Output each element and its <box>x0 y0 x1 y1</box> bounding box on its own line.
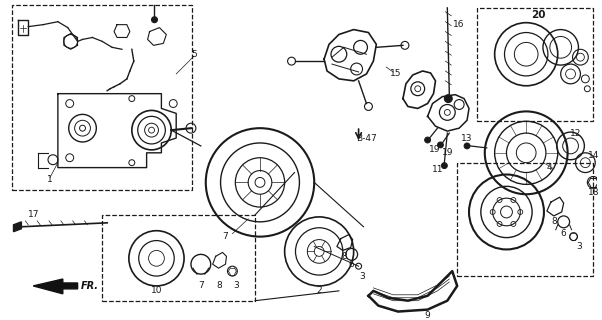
Text: 4: 4 <box>547 163 553 172</box>
Text: B-47: B-47 <box>356 133 377 142</box>
Text: 2: 2 <box>316 286 322 295</box>
Text: 5: 5 <box>191 50 197 59</box>
Polygon shape <box>13 222 22 232</box>
Text: 14: 14 <box>588 151 599 160</box>
Text: 11: 11 <box>432 165 443 174</box>
Text: 1: 1 <box>47 175 53 184</box>
Text: 7: 7 <box>223 232 228 241</box>
Bar <box>457 163 593 276</box>
Text: 13: 13 <box>461 133 473 142</box>
Circle shape <box>464 143 470 149</box>
Text: 3: 3 <box>234 281 239 291</box>
Circle shape <box>444 95 452 102</box>
Text: 3: 3 <box>577 242 582 251</box>
Text: 19: 19 <box>442 148 453 157</box>
Bar <box>102 215 255 301</box>
Text: 10: 10 <box>150 286 162 295</box>
Text: FR.: FR. <box>81 281 99 291</box>
Text: 8: 8 <box>341 252 347 261</box>
Text: 8: 8 <box>217 281 223 291</box>
Text: 7: 7 <box>198 281 203 291</box>
Text: 3: 3 <box>359 272 365 281</box>
Circle shape <box>438 142 444 148</box>
Text: 15: 15 <box>390 69 402 78</box>
Text: 12: 12 <box>570 129 581 138</box>
Text: 16: 16 <box>453 20 465 29</box>
Text: 9: 9 <box>425 311 430 320</box>
Circle shape <box>441 163 447 169</box>
Polygon shape <box>33 279 78 294</box>
Bar <box>11 5 192 190</box>
Text: 19: 19 <box>429 145 440 154</box>
Bar <box>477 8 593 121</box>
Text: 18: 18 <box>588 188 599 197</box>
Circle shape <box>424 137 430 143</box>
Text: 8: 8 <box>551 217 557 226</box>
Text: 20: 20 <box>531 10 545 20</box>
Text: 6: 6 <box>349 260 355 269</box>
Circle shape <box>152 17 158 23</box>
Text: 17: 17 <box>28 211 39 220</box>
Text: 6: 6 <box>561 229 566 238</box>
